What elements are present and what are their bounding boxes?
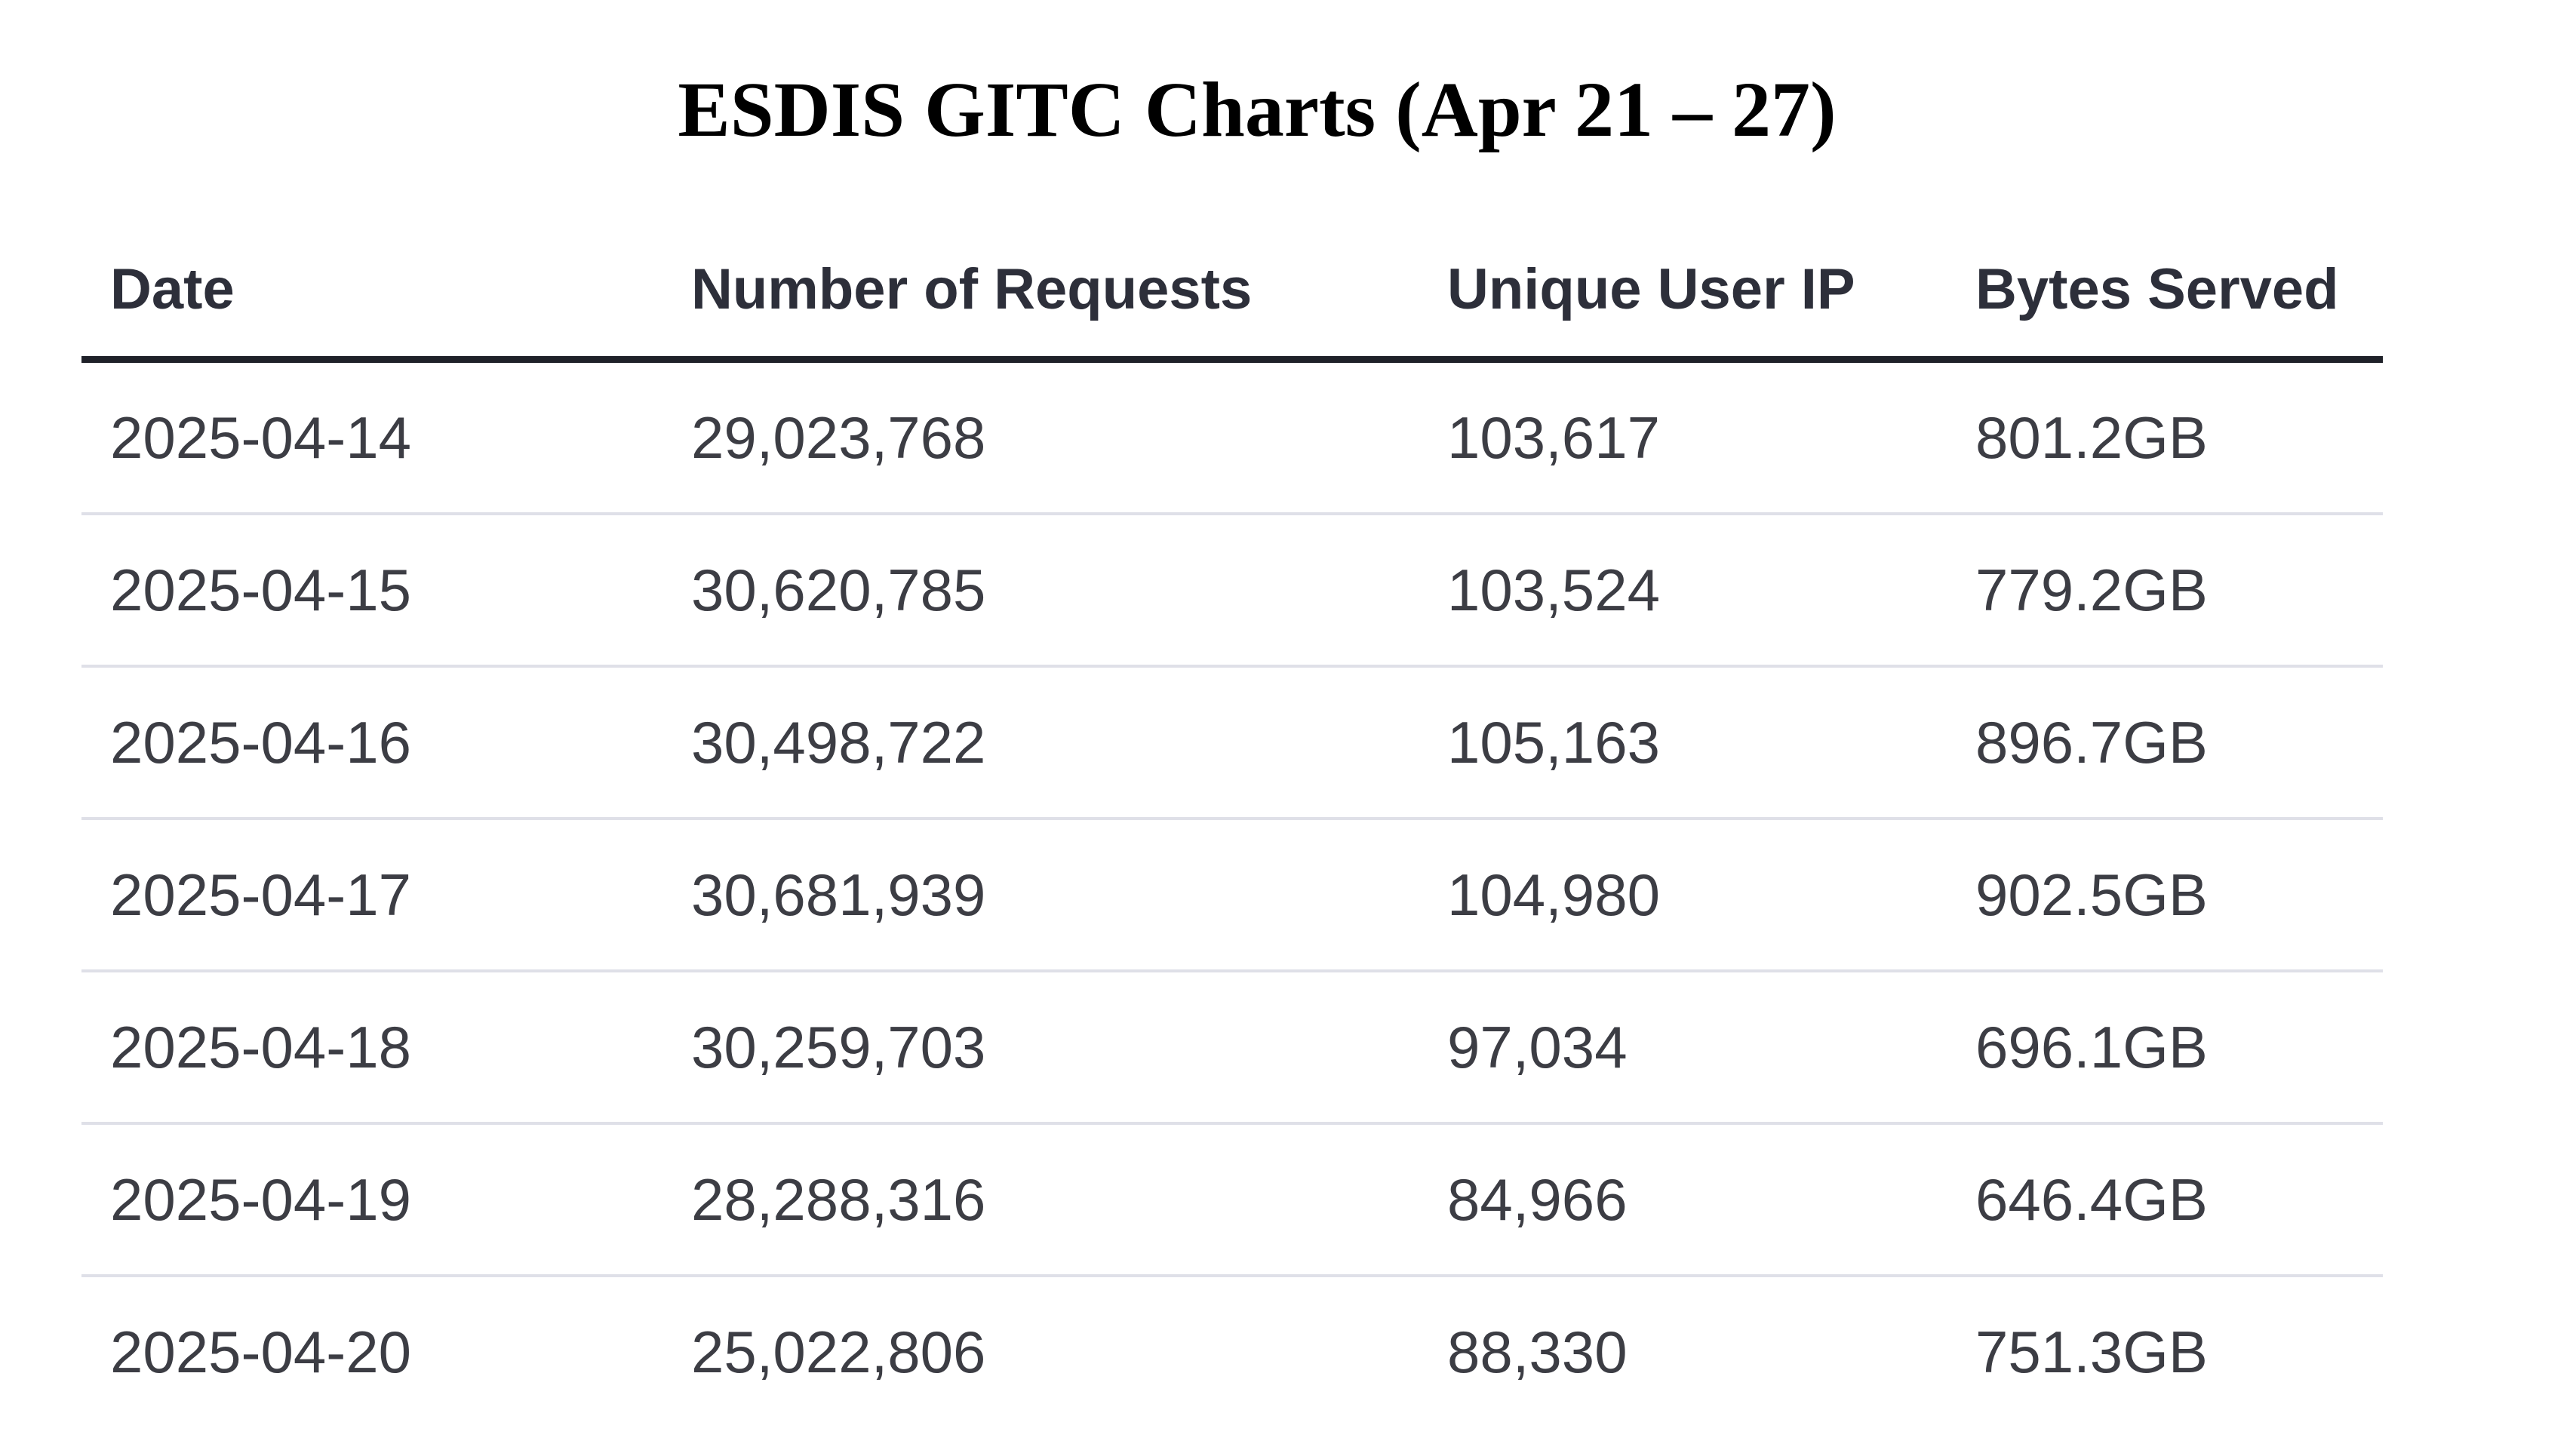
cell-requests: 30,498,722 — [662, 666, 1419, 820]
cell-bytes: 902.5GB — [1947, 819, 2383, 972]
cell-date: 2025-04-20 — [110, 1318, 411, 1385]
table-header-row: Date Number of Requests Unique User IP B… — [81, 223, 2383, 363]
table-row: 2025-04-16 30,498,722 105,163 896.7GB — [81, 666, 2383, 820]
cell-requests: 30,620,785 — [662, 514, 1419, 668]
table-row: 2025-04-15 30,620,785 103,524 779.2GB — [81, 514, 2383, 668]
cell-date: 2025-04-19 — [81, 1123, 662, 1277]
cell-bytes: 801.2GB — [1947, 359, 2383, 515]
cell-bytes: 646.4GB — [1947, 1123, 2383, 1277]
table-row: 2025-04-18 30,259,703 97,034 696.1GB — [81, 971, 2383, 1125]
cell-date: 2025-04-14 — [81, 359, 662, 515]
column-header-unique-ip: Unique User IP — [1419, 223, 1947, 363]
cell-requests: 29,023,768 — [662, 359, 1419, 515]
cell-unique-ip: 105,163 — [1419, 666, 1947, 820]
cell-unique-ip: 104,980 — [1419, 819, 1947, 972]
cell-unique-ip: 88,330 — [1447, 1318, 1628, 1385]
cell-bytes: 779.2GB — [1947, 514, 2383, 668]
table-row: 2025-04-19 28,288,316 84,966 646.4GB — [81, 1123, 2383, 1277]
table-row: 2025-04-17 30,681,939 104,980 902.5GB — [81, 819, 2383, 972]
cell-date: 2025-04-17 — [81, 819, 662, 972]
cell-requests: 30,259,703 — [662, 971, 1419, 1125]
cell-requests: 25,022,806 — [691, 1318, 986, 1385]
cell-requests: 30,681,939 — [662, 819, 1419, 972]
cell-date: 2025-04-16 — [81, 666, 662, 820]
column-header-requests: Number of Requests — [662, 223, 1419, 363]
cell-unique-ip: 103,617 — [1419, 359, 1947, 515]
cell-bytes: 751.3GB — [1975, 1318, 2208, 1385]
column-header-bytes: Bytes Served — [1947, 223, 2383, 363]
cell-unique-ip: 103,524 — [1419, 514, 1947, 668]
page-title: ESDIS GITC Charts (Apr 21 – 27) — [678, 66, 1837, 153]
stats-table: Date Number of Requests Unique User IP B… — [81, 223, 2383, 1427]
cell-requests: 28,288,316 — [662, 1123, 1419, 1277]
cell-unique-ip: 84,966 — [1419, 1123, 1947, 1277]
table-row: 2025-04-14 29,023,768 103,617 801.2GB — [81, 359, 2383, 515]
cell-date: 2025-04-18 — [81, 971, 662, 1125]
cell-bytes: 696.1GB — [1947, 971, 2383, 1125]
cell-date: 2025-04-15 — [81, 514, 662, 668]
table-row: 2025-04-20 25,022,806 88,330 751.3GB — [81, 1276, 2383, 1427]
column-header-date: Date — [81, 223, 662, 363]
cell-bytes: 896.7GB — [1947, 666, 2383, 820]
cell-unique-ip: 97,034 — [1419, 971, 1947, 1125]
